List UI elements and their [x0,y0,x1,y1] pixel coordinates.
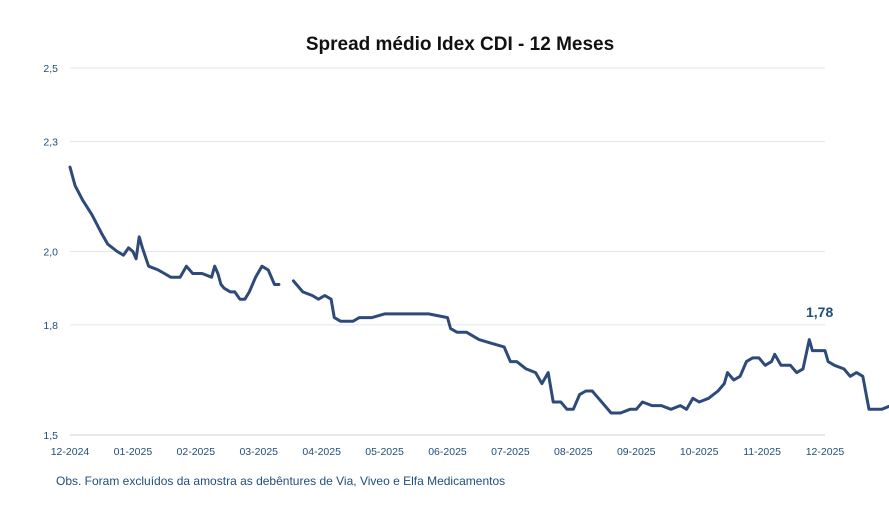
series-line [68,165,281,301]
y-tick-label: 2,0 [43,247,58,259]
x-tick-label: 01-2025 [114,446,153,458]
x-tick-label: 06-2025 [428,446,467,458]
x-tick-label: 09-2025 [617,446,656,458]
end-value-label: 1,78 [806,304,833,320]
footnote: Obs. Foram excluídos da amostra as debên… [56,474,505,488]
x-tick-label: 08-2025 [554,446,593,458]
chart-title: Spread médio Idex CDI - 12 Meses [306,34,614,55]
x-tick-label: 11-2025 [743,446,781,458]
series-lines [68,165,889,415]
x-tick-label: 02-2025 [177,446,216,458]
x-tick-label: 12-2024 [51,446,90,458]
x-tick-label: 05-2025 [365,446,404,458]
x-tick-label: 03-2025 [239,446,278,458]
y-tick-label: 1,5 [43,430,58,442]
y-tick-label: 1,8 [43,320,58,332]
y-tick-label: 2,3 [43,136,58,148]
series-line [291,279,889,415]
x-tick-label: 12-2025 [806,446,845,458]
gridlines [70,67,825,436]
x-tick-label: 07-2025 [491,446,530,458]
x-tick-label: 10-2025 [680,446,719,458]
x-axis-ticks: 12-2024 01-2025 02-2025 03-2025 04-2025 05-20… [51,434,845,458]
y-axis-ticks: 2,5 2,3 2,0 1,8 1,5 [43,63,58,442]
x-tick-label: 04-2025 [302,446,341,458]
y-tick-label: 2,5 [43,63,58,75]
